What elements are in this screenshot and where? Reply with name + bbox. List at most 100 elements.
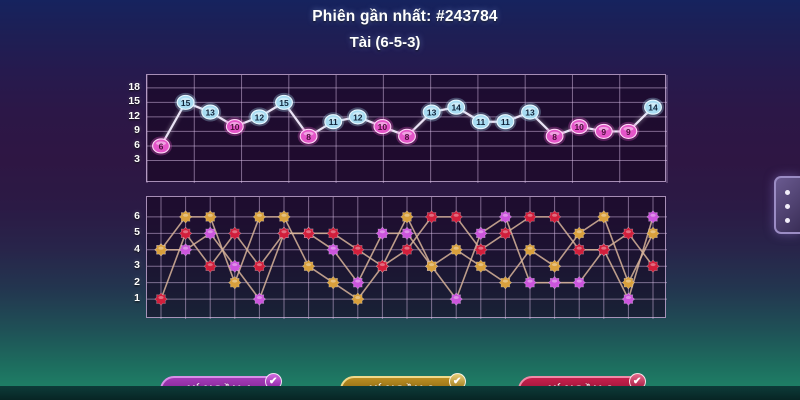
dice-point-s3-1[interactable] bbox=[154, 292, 168, 306]
y-tick-5: 5 bbox=[134, 226, 140, 239]
dice-point-s3-16[interactable] bbox=[523, 210, 537, 224]
dice-point-s1-16[interactable] bbox=[523, 276, 537, 290]
total-point-14[interactable]: 11 bbox=[469, 112, 492, 132]
dice-point-s3-9[interactable] bbox=[351, 243, 365, 257]
svg-text:9: 9 bbox=[626, 127, 631, 137]
svg-text:13: 13 bbox=[427, 108, 437, 118]
total-point-4[interactable]: 10 bbox=[223, 117, 246, 137]
dice-peek-icon[interactable] bbox=[774, 176, 800, 234]
dice-point-s3-2[interactable] bbox=[178, 226, 193, 240]
total-point-13[interactable]: 14 bbox=[445, 97, 468, 117]
dice-point-s1-5[interactable] bbox=[252, 292, 267, 306]
dice-point-s2-15[interactable] bbox=[498, 276, 513, 290]
total-point-21[interactable]: 14 bbox=[642, 97, 664, 117]
dice-point-s2-2[interactable] bbox=[178, 210, 193, 224]
dice-point-s1-9[interactable] bbox=[351, 276, 365, 290]
total-point-20[interactable]: 9 bbox=[617, 121, 640, 141]
bottom-bar bbox=[0, 386, 800, 400]
dice-point-s2-8[interactable] bbox=[326, 276, 340, 290]
dice-point-s3-12[interactable] bbox=[424, 210, 439, 224]
dice-point-s2-17[interactable] bbox=[547, 259, 562, 273]
total-history-chart[interactable]: 18 15 12 9 6 3 6 15 13 10 12 15 8 11 12 10 8 13 14 11 11 13 8… bbox=[106, 74, 668, 183]
total-point-1[interactable]: 6 bbox=[150, 136, 172, 156]
dice-point-s2-7[interactable] bbox=[301, 259, 316, 273]
total-point-9[interactable]: 12 bbox=[346, 107, 369, 127]
dice-point-s3-4[interactable] bbox=[228, 226, 242, 240]
dice-point-s1-13[interactable] bbox=[449, 292, 463, 306]
dice-point-s2-3[interactable] bbox=[203, 210, 217, 224]
total-point-10[interactable]: 10 bbox=[371, 117, 394, 137]
dice-point-s2-6[interactable] bbox=[277, 210, 291, 224]
y-tick-3: 3 bbox=[134, 259, 140, 272]
total-point-2[interactable]: 15 bbox=[174, 92, 197, 112]
dice-point-s3-14[interactable] bbox=[474, 243, 488, 257]
total-point-15[interactable]: 11 bbox=[494, 112, 517, 132]
svg-text:10: 10 bbox=[230, 122, 240, 132]
dice-point-s3-11[interactable] bbox=[400, 243, 414, 257]
total-point-3[interactable]: 13 bbox=[199, 102, 222, 122]
dice-point-s2-12[interactable] bbox=[424, 259, 439, 273]
dice-point-s3-5[interactable] bbox=[252, 259, 267, 273]
total-point-12[interactable]: 13 bbox=[420, 102, 443, 122]
dice-point-s2-1[interactable] bbox=[154, 243, 168, 257]
total-point-7[interactable]: 8 bbox=[297, 126, 320, 146]
dice-point-s2-16[interactable] bbox=[523, 243, 537, 257]
dice-point-s2-19[interactable] bbox=[597, 210, 611, 224]
dice-point-s1-15[interactable] bbox=[498, 210, 513, 224]
dice-point-s1-21[interactable] bbox=[646, 210, 660, 224]
total-point-19[interactable]: 9 bbox=[592, 121, 615, 141]
total-point-16[interactable]: 13 bbox=[519, 102, 541, 122]
dice-point-s1-11[interactable] bbox=[400, 226, 414, 240]
dice-point-s2-20[interactable] bbox=[621, 276, 636, 290]
check-icon[interactable]: ✔ bbox=[629, 373, 646, 390]
dice-point-s1-8[interactable] bbox=[326, 243, 340, 257]
dice-point-s1-3[interactable] bbox=[203, 226, 217, 240]
svg-text:11: 11 bbox=[476, 117, 485, 127]
dice-point-s1-14[interactable] bbox=[474, 226, 488, 240]
dice-chart-plot[interactable] bbox=[146, 196, 667, 319]
dice-point-s1-18[interactable] bbox=[572, 276, 586, 290]
dice-point-s2-4[interactable] bbox=[228, 276, 242, 290]
total-chart-plot[interactable]: 6 15 13 10 12 15 8 11 12 10 8 13 14 11 11 13 8 10 9 9 14 bbox=[146, 74, 668, 183]
dice-point-s3-8[interactable] bbox=[326, 226, 340, 240]
dice-point-s2-13[interactable] bbox=[449, 243, 463, 257]
dice-point-s2-21[interactable] bbox=[646, 226, 660, 240]
total-point-8[interactable]: 11 bbox=[322, 112, 345, 132]
dice-point-s3-10[interactable] bbox=[375, 259, 390, 273]
dice-chart-y-axis: 6 5 4 3 2 1 bbox=[106, 196, 140, 318]
dice-point-s1-2[interactable] bbox=[178, 243, 193, 257]
dice-point-s2-5[interactable] bbox=[252, 210, 267, 224]
dice-point-s3-21[interactable] bbox=[646, 259, 660, 273]
svg-text:15: 15 bbox=[181, 98, 191, 108]
total-point-18[interactable]: 10 bbox=[568, 117, 591, 137]
dice-point-s3-6[interactable] bbox=[277, 226, 291, 240]
dice-point-s3-13[interactable] bbox=[449, 210, 463, 224]
dice-point-s3-18[interactable] bbox=[572, 243, 586, 257]
dice-point-s1-20[interactable] bbox=[621, 292, 636, 306]
dice-point-s3-19[interactable] bbox=[597, 243, 611, 257]
dice-point-s1-4[interactable] bbox=[228, 259, 242, 273]
y-tick-18: 18 bbox=[128, 80, 140, 93]
dice-point-s3-17[interactable] bbox=[547, 210, 562, 224]
dice-point-s1-17[interactable] bbox=[547, 276, 562, 290]
dice-point-s2-11[interactable] bbox=[400, 210, 414, 224]
dice-point-s3-7[interactable] bbox=[301, 226, 316, 240]
check-icon[interactable]: ✔ bbox=[449, 373, 466, 390]
total-point-11[interactable]: 8 bbox=[396, 126, 418, 146]
svg-text:8: 8 bbox=[405, 132, 410, 142]
total-point-17[interactable]: 8 bbox=[543, 126, 566, 146]
dice-point-s3-3[interactable] bbox=[203, 259, 217, 273]
y-tick-6: 6 bbox=[134, 209, 140, 222]
total-point-5[interactable]: 12 bbox=[248, 107, 271, 127]
dice-point-s3-20[interactable] bbox=[621, 226, 636, 240]
dice-history-chart[interactable]: 6 5 4 3 2 1 bbox=[106, 196, 667, 319]
y-tick-6: 6 bbox=[134, 138, 140, 151]
dice-point-s2-18[interactable] bbox=[572, 226, 586, 240]
dice-point-s3-15[interactable] bbox=[498, 226, 513, 240]
dice-point-s1-10[interactable] bbox=[375, 226, 390, 240]
total-point-6[interactable]: 15 bbox=[273, 92, 295, 112]
dice-point-s2-14[interactable] bbox=[474, 259, 488, 273]
svg-text:12: 12 bbox=[353, 112, 363, 122]
dice-point-s2-9[interactable] bbox=[351, 292, 365, 306]
